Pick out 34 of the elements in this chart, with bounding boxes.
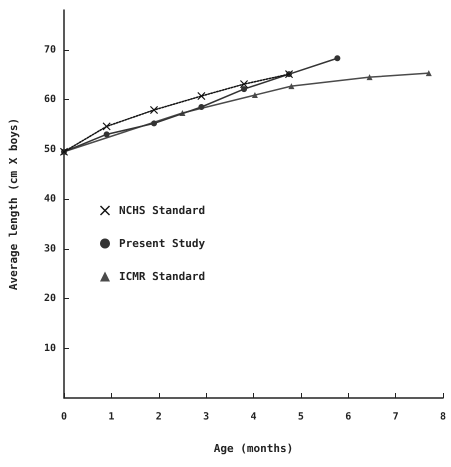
- point: [150, 106, 158, 114]
- point: [240, 80, 248, 88]
- y-tick-label: 50: [44, 144, 56, 155]
- point: [366, 74, 373, 80]
- y-tick-label: 60: [44, 94, 56, 106]
- x-tick-label: 4: [250, 412, 257, 422]
- point: [288, 83, 294, 90]
- point: [252, 92, 258, 98]
- x-axis-title: Age (months): [214, 442, 294, 455]
- y-tick-label: 20: [44, 293, 56, 304]
- x-tick-label: 6: [345, 412, 352, 422]
- y-tick-label: 10: [44, 342, 56, 354]
- y-tick-label: 30: [44, 243, 56, 254]
- legend-label: Present Study: [119, 237, 206, 250]
- point: [197, 92, 206, 100]
- point: [426, 70, 432, 76]
- x-tick-label: 0: [60, 412, 68, 422]
- x-tick-label: 8: [440, 412, 446, 422]
- y-tick-label: 40: [44, 194, 56, 205]
- legend-label: NCHS Standard: [119, 204, 206, 217]
- legend-label: ICMR Standard: [119, 270, 206, 283]
- x-tick-label: 5: [298, 412, 304, 422]
- point: [334, 55, 340, 62]
- point: [102, 122, 111, 130]
- point: [198, 104, 204, 110]
- y-tick-label: 70: [44, 44, 56, 56]
- point: [151, 120, 158, 126]
- point: [241, 86, 248, 92]
- y-axis-title: Average length (cm X boys): [7, 118, 20, 290]
- point: [104, 131, 110, 138]
- x-tick-label: 2: [156, 412, 162, 422]
- x-tick-label: 3: [203, 412, 210, 422]
- x-tick-label: 1: [108, 412, 114, 422]
- x-tick-label: 7: [392, 412, 399, 422]
